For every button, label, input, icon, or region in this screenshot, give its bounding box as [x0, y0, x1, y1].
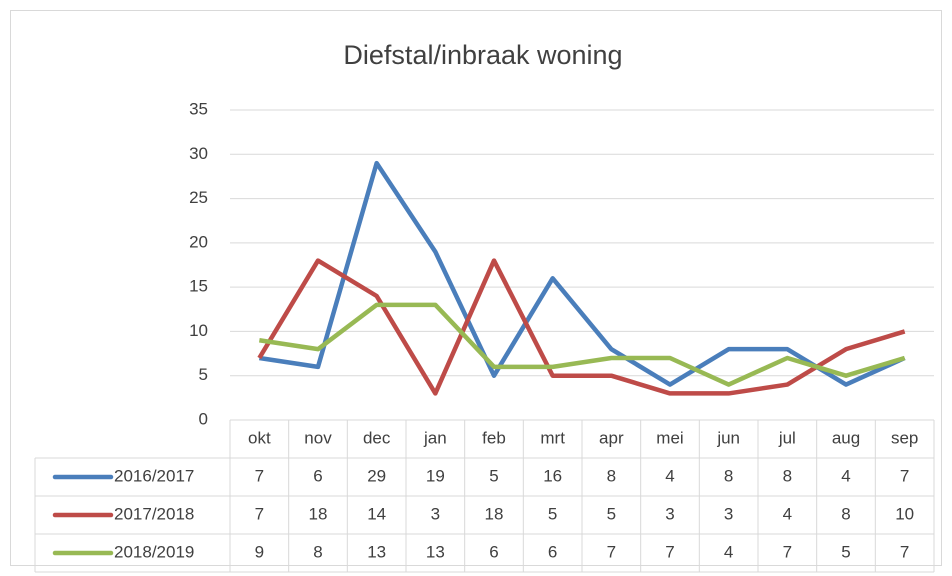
- table-value: 6: [548, 542, 557, 561]
- table-value: 4: [783, 504, 792, 523]
- table-value: 4: [724, 542, 733, 561]
- table-value: 14: [367, 504, 386, 523]
- x-tick-label: sep: [891, 428, 918, 447]
- table-value: 7: [900, 466, 909, 485]
- series-line: [257, 258, 906, 396]
- x-tick-label: jun: [716, 428, 740, 447]
- x-tick-label: dec: [363, 428, 391, 447]
- x-tick-label: mrt: [540, 428, 565, 447]
- y-tick-label: 5: [199, 365, 208, 384]
- y-tick-label: 20: [189, 232, 208, 251]
- table-value: 7: [900, 542, 909, 561]
- table-value: 5: [548, 504, 557, 523]
- table-value: 7: [665, 542, 674, 561]
- x-tick-label: feb: [482, 428, 506, 447]
- table-value: 6: [313, 466, 322, 485]
- y-tick-label: 25: [189, 188, 208, 207]
- table-value: 18: [309, 504, 328, 523]
- table-value: 5: [841, 542, 850, 561]
- legend-label: 2017/2018: [114, 504, 194, 523]
- series-line: [258, 302, 906, 387]
- x-tick-label: jan: [423, 428, 447, 447]
- table-value: 7: [255, 466, 264, 485]
- table-value: 5: [607, 504, 616, 523]
- series-line: [258, 160, 906, 387]
- x-tick-label: jul: [778, 428, 796, 447]
- table-value: 19: [426, 466, 445, 485]
- table-value: 8: [724, 466, 733, 485]
- table-value: 7: [255, 504, 264, 523]
- table-value: 10: [895, 504, 914, 523]
- table-value: 13: [367, 542, 386, 561]
- table-value: 5: [489, 466, 498, 485]
- x-tick-label: apr: [599, 428, 624, 447]
- table-value: 8: [607, 466, 616, 485]
- x-tick-label: aug: [832, 428, 860, 447]
- table-value: 3: [665, 504, 674, 523]
- table-value: 18: [485, 504, 504, 523]
- table-value: 8: [313, 542, 322, 561]
- y-tick-label: 35: [189, 99, 208, 118]
- table-value: 6: [489, 542, 498, 561]
- table-value: 16: [543, 466, 562, 485]
- table-value: 13: [426, 542, 445, 561]
- table-value: 8: [841, 504, 850, 523]
- x-tick-label: nov: [304, 428, 332, 447]
- table-value: 4: [841, 466, 850, 485]
- table-value: 3: [724, 504, 733, 523]
- table-value: 8: [783, 466, 792, 485]
- table-value: 3: [431, 504, 440, 523]
- y-tick-label: 30: [189, 144, 208, 163]
- legend-label: 2018/2019: [114, 542, 194, 561]
- table-value: 7: [783, 542, 792, 561]
- table-value: 29: [367, 466, 386, 485]
- x-tick-label: mei: [656, 428, 683, 447]
- y-tick-label: 10: [189, 321, 208, 340]
- table-value: 9: [255, 542, 264, 561]
- table-value: 7: [607, 542, 616, 561]
- x-tick-label: okt: [248, 428, 271, 447]
- y-tick-label: 15: [189, 277, 208, 296]
- legend-label: 2016/2017: [114, 466, 194, 485]
- y-tick-label: 0: [199, 409, 208, 428]
- chart-border: [10, 10, 942, 566]
- table-value: 4: [665, 466, 674, 485]
- chart-title: Diefstal/inbraak woning: [343, 40, 622, 70]
